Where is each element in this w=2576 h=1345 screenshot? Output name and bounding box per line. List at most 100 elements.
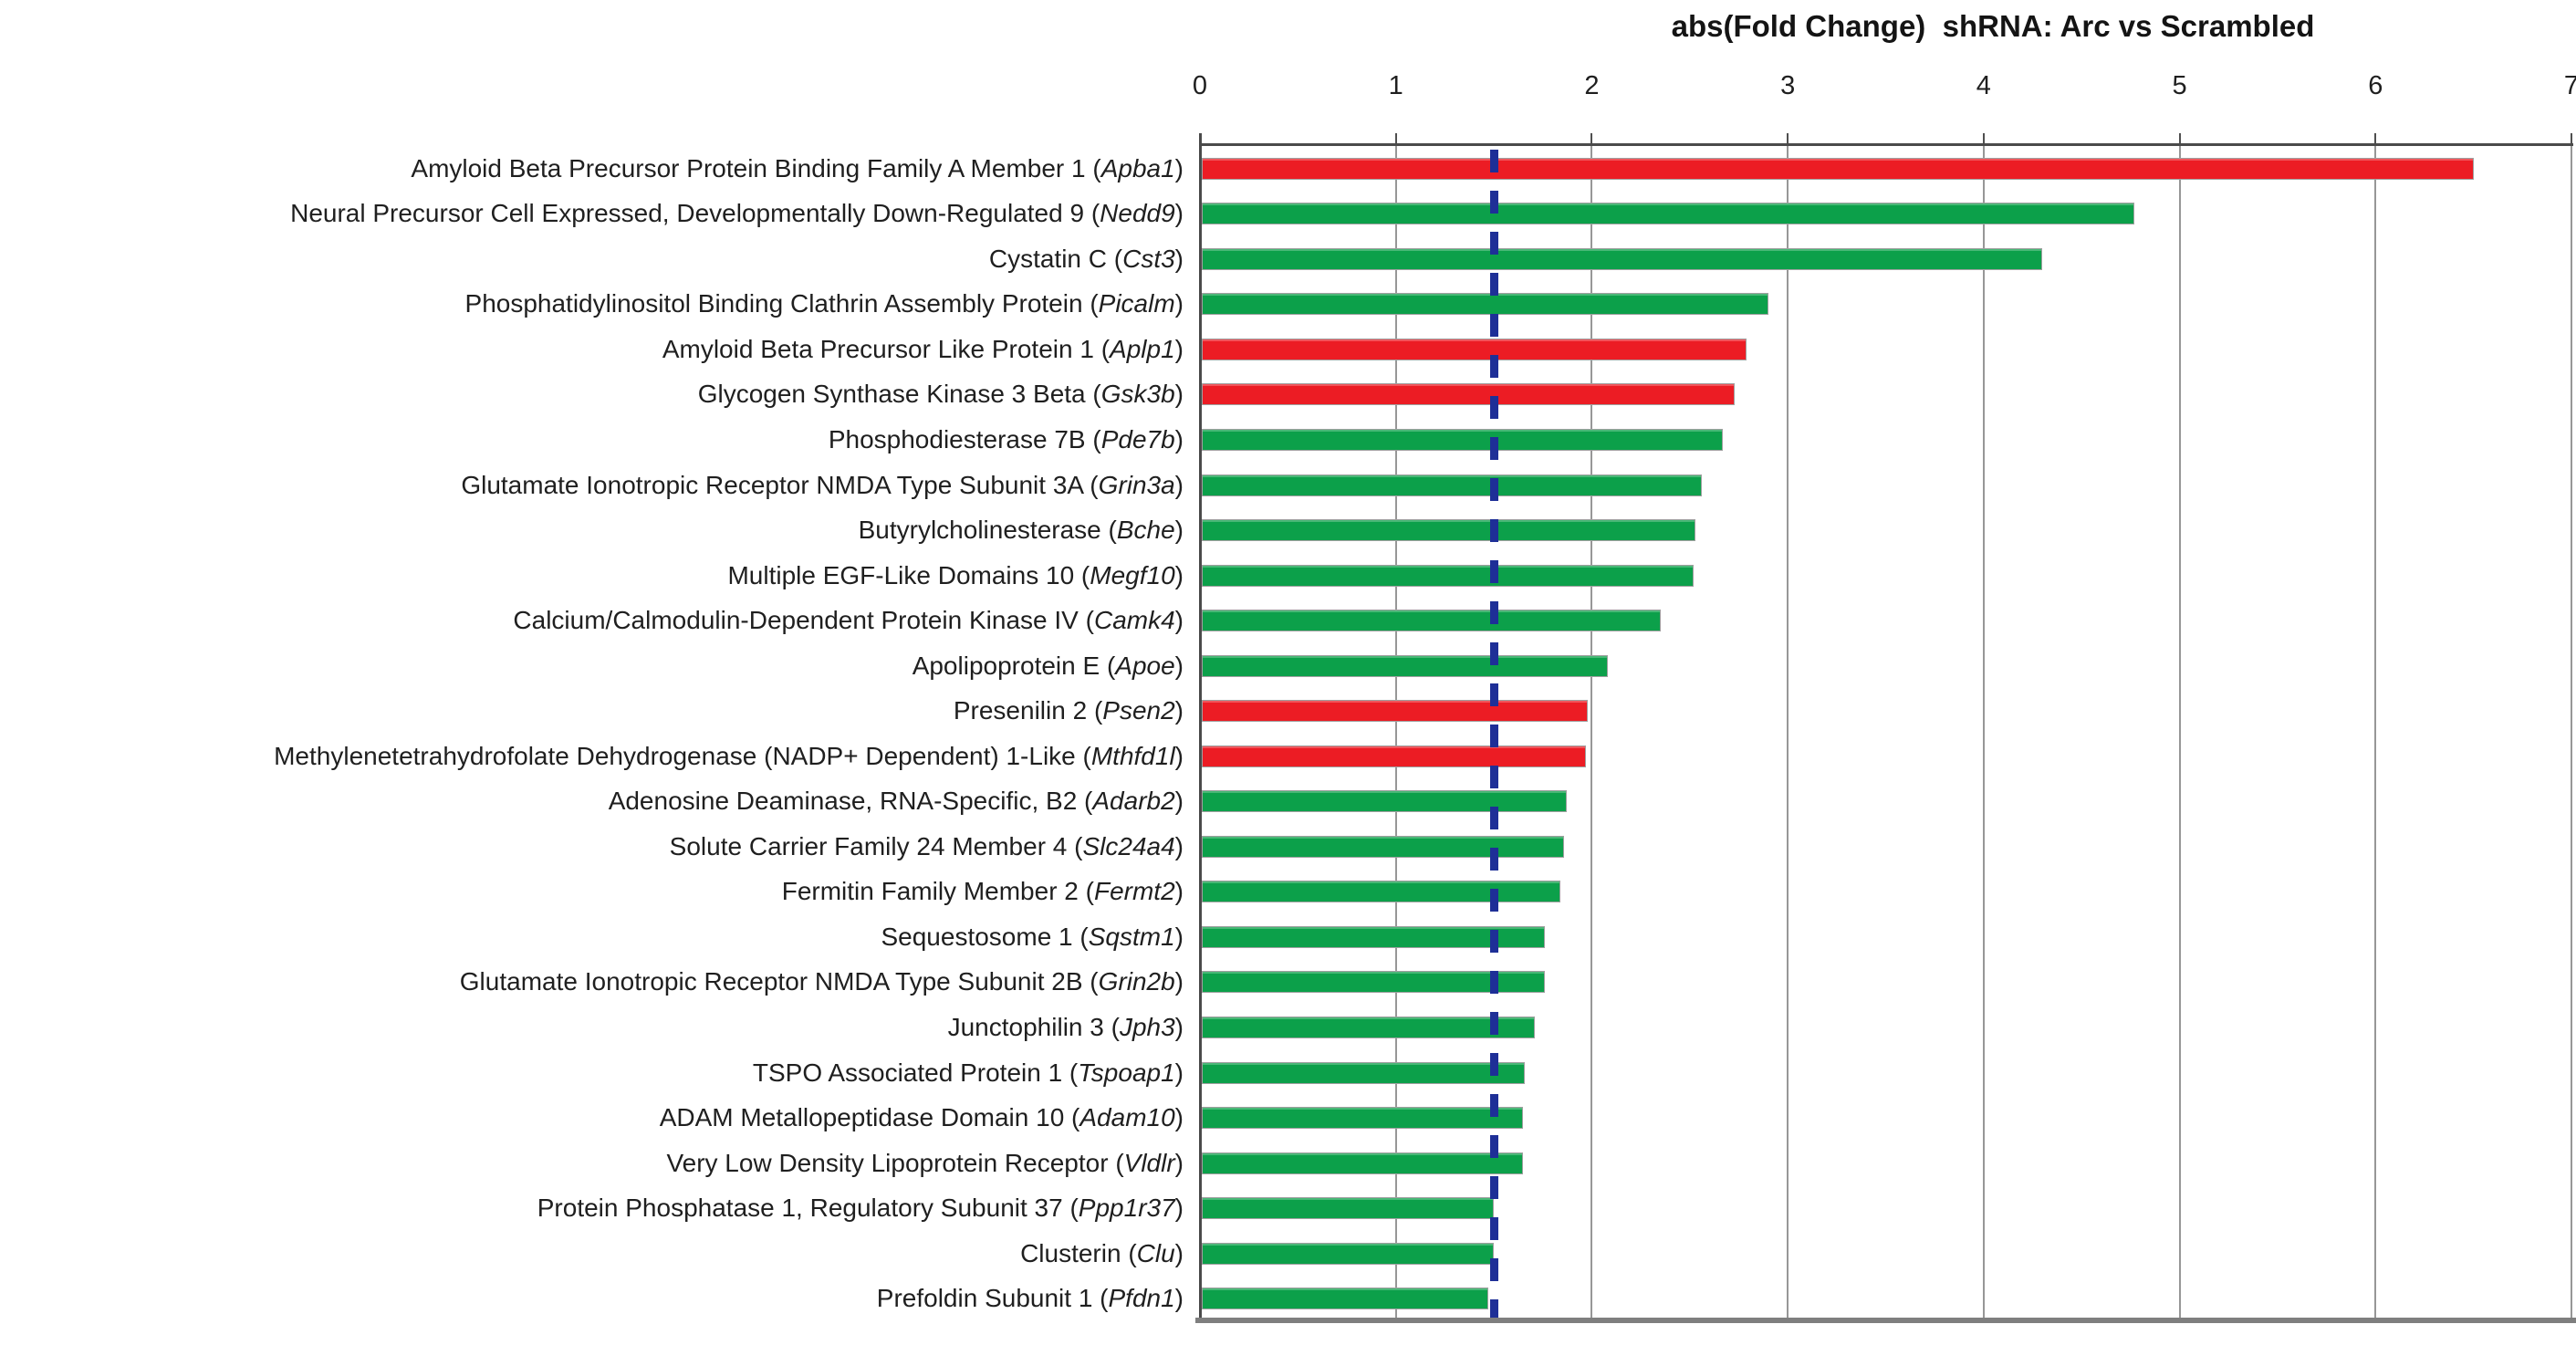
gene-symbol: Camk4 (1093, 606, 1175, 635)
gene-symbol: Apoe (1115, 651, 1175, 680)
x-tick-mark (2178, 133, 2181, 146)
gene-symbol: Tspoap1 (1078, 1058, 1175, 1087)
gene-symbol: Adarb2 (1092, 787, 1175, 816)
chart-title: abs(Fold Change) shRNA: Arc vs Scrambled (1671, 9, 2315, 43)
gridline (1590, 146, 1593, 1321)
threshold-line (1489, 150, 1498, 1318)
gene-description: Cystatin C ( (988, 244, 1123, 273)
gene-description: Methylenetetrahydrofolate Dehydrogenase … (274, 741, 1091, 770)
bar-label: Glutamate Ionotropic Receptor NMDA Type … (0, 966, 1184, 997)
bar-label: Calcium/Calmodulin-Dependent Protein Kin… (0, 605, 1184, 636)
gene-symbol: Cst3 (1122, 244, 1175, 273)
gene-description: Fermitin Family Member 2 ( (781, 877, 1094, 906)
baseline (1195, 1318, 2576, 1323)
bar (1202, 564, 1695, 587)
gene-symbol: Gsk3b (1100, 380, 1175, 409)
gene-description: Adenosine Deaminase, RNA-Specific, B2 ( (608, 787, 1093, 816)
bar-label: Cystatin C (Cst3) (0, 244, 1184, 275)
gene-paren-close: ) (1174, 1013, 1184, 1041)
gene-paren-close: ) (1174, 1284, 1184, 1313)
bar-label: Junctophilin 3 (Jph3) (0, 1012, 1184, 1043)
bar (1202, 971, 1545, 994)
gene-paren-close: ) (1174, 651, 1184, 680)
gene-symbol: Grin2b (1098, 967, 1175, 996)
gene-symbol: Jph3 (1119, 1013, 1175, 1041)
x-tick-mark (1982, 133, 1985, 146)
gene-description: Butyrylcholinesterase ( (858, 516, 1117, 545)
gene-paren-close: ) (1174, 516, 1184, 545)
bar-label: TSPO Associated Protein 1 (Tspoap1) (0, 1058, 1184, 1089)
x-tick-label: 4 (1976, 71, 1991, 100)
gene-paren-close: ) (1174, 696, 1184, 725)
x-tick-label: 7 (2563, 71, 2576, 100)
bar (1202, 610, 1661, 632)
gene-paren-close: ) (1174, 380, 1184, 409)
bar (1202, 835, 1565, 858)
gene-symbol: Clu (1136, 1238, 1175, 1267)
gene-description: Glycogen Synthase Kinase 3 Beta ( (697, 380, 1101, 409)
bar (1202, 519, 1696, 542)
x-tick-mark (1590, 133, 1593, 146)
bar (1202, 383, 1736, 406)
x-tick-mark (2374, 133, 2377, 146)
bar (1202, 1288, 1488, 1310)
x-tick-label: 0 (1192, 71, 1208, 100)
bar-label: Phosphatidylinositol Binding Clathrin As… (0, 288, 1184, 319)
bar (1202, 700, 1589, 723)
gene-paren-close: ) (1174, 153, 1184, 182)
bar (1202, 925, 1545, 948)
gene-symbol: Aplp1 (1110, 334, 1175, 363)
x-tick-mark (2571, 133, 2572, 146)
bar-label: Fermitin Family Member 2 (Fermt2) (0, 876, 1184, 907)
bar-label: ADAM Metallopeptidase Domain 10 (Adam10) (0, 1102, 1184, 1133)
gene-paren-close: ) (1174, 199, 1184, 228)
gridline (2178, 146, 2181, 1321)
bar-label: Amyloid Beta Precursor Like Protein 1 (A… (0, 334, 1184, 365)
gene-description: Clusterin ( (1020, 1238, 1137, 1267)
bar (1202, 1242, 1495, 1265)
bar-label: Glycogen Synthase Kinase 3 Beta (Gsk3b) (0, 379, 1184, 410)
gene-symbol: Psen2 (1102, 696, 1175, 725)
bar (1202, 247, 2043, 270)
gene-paren-close: ) (1174, 877, 1184, 906)
gene-description: Glutamate Ionotropic Receptor NMDA Type … (459, 967, 1099, 996)
gene-symbol: Pfdn1 (1108, 1284, 1175, 1313)
y-axis-line (1199, 133, 1202, 1321)
gene-description: Apolipoprotein E ( (912, 651, 1116, 680)
gridline (2374, 146, 2377, 1321)
bar (1202, 1152, 1524, 1174)
bar-label: Clusterin (Clu) (0, 1238, 1184, 1269)
gene-symbol: Fermt2 (1093, 877, 1175, 906)
bar (1202, 1061, 1526, 1084)
gridline (1394, 146, 1397, 1321)
bar (1202, 654, 1608, 677)
gene-description: Sequestosome 1 ( (881, 922, 1089, 951)
gene-symbol: Bche (1116, 516, 1175, 545)
gene-description: Multiple EGF-Like Domains 10 ( (727, 560, 1090, 589)
gene-paren-close: ) (1174, 1238, 1184, 1267)
gene-paren-close: ) (1174, 831, 1184, 860)
gene-description: Glutamate Ionotropic Receptor NMDA Type … (461, 470, 1099, 499)
bar (1202, 338, 1747, 360)
x-tick-label: 1 (1388, 71, 1403, 100)
bar (1202, 293, 1768, 316)
gene-paren-close: ) (1174, 289, 1184, 318)
gene-symbol: Slc24a4 (1082, 831, 1175, 860)
bar (1202, 745, 1586, 767)
bar (1202, 474, 1702, 496)
gene-description: Presenilin 2 ( (953, 696, 1103, 725)
gene-paren-close: ) (1174, 787, 1184, 816)
gridline (1982, 146, 1985, 1321)
gene-description: Very Low Density Lipoprotein Receptor ( (666, 1148, 1124, 1177)
gene-description: Solute Carrier Family 24 Member 4 ( (669, 831, 1083, 860)
gene-symbol: Ppp1r37 (1078, 1194, 1175, 1223)
gene-paren-close: ) (1174, 334, 1184, 363)
bar (1202, 790, 1567, 813)
gene-description: Phosphatidylinositol Binding Clathrin As… (464, 289, 1099, 318)
bar-label: Methylenetetrahydrofolate Dehydrogenase … (0, 741, 1184, 772)
bar-label: Protein Phosphatase 1, Regulatory Subuni… (0, 1193, 1184, 1224)
x-axis-line (1200, 143, 2573, 146)
bar-label: Apolipoprotein E (Apoe) (0, 651, 1184, 682)
bar-label: Very Low Density Lipoprotein Receptor (V… (0, 1148, 1184, 1179)
gene-paren-close: ) (1174, 560, 1184, 589)
